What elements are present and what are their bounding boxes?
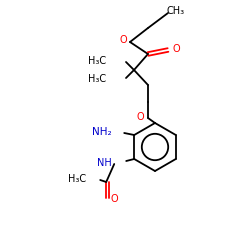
Text: O: O [136,112,144,122]
Text: H₃C: H₃C [68,174,86,184]
Text: O: O [172,44,180,54]
Text: CH₃: CH₃ [167,6,185,16]
Text: NH: NH [98,158,112,168]
Text: H₃C: H₃C [88,74,106,84]
Text: O: O [110,194,118,204]
Text: H₃C: H₃C [88,56,106,66]
Text: O: O [119,35,127,45]
Text: NH₂: NH₂ [92,127,111,137]
